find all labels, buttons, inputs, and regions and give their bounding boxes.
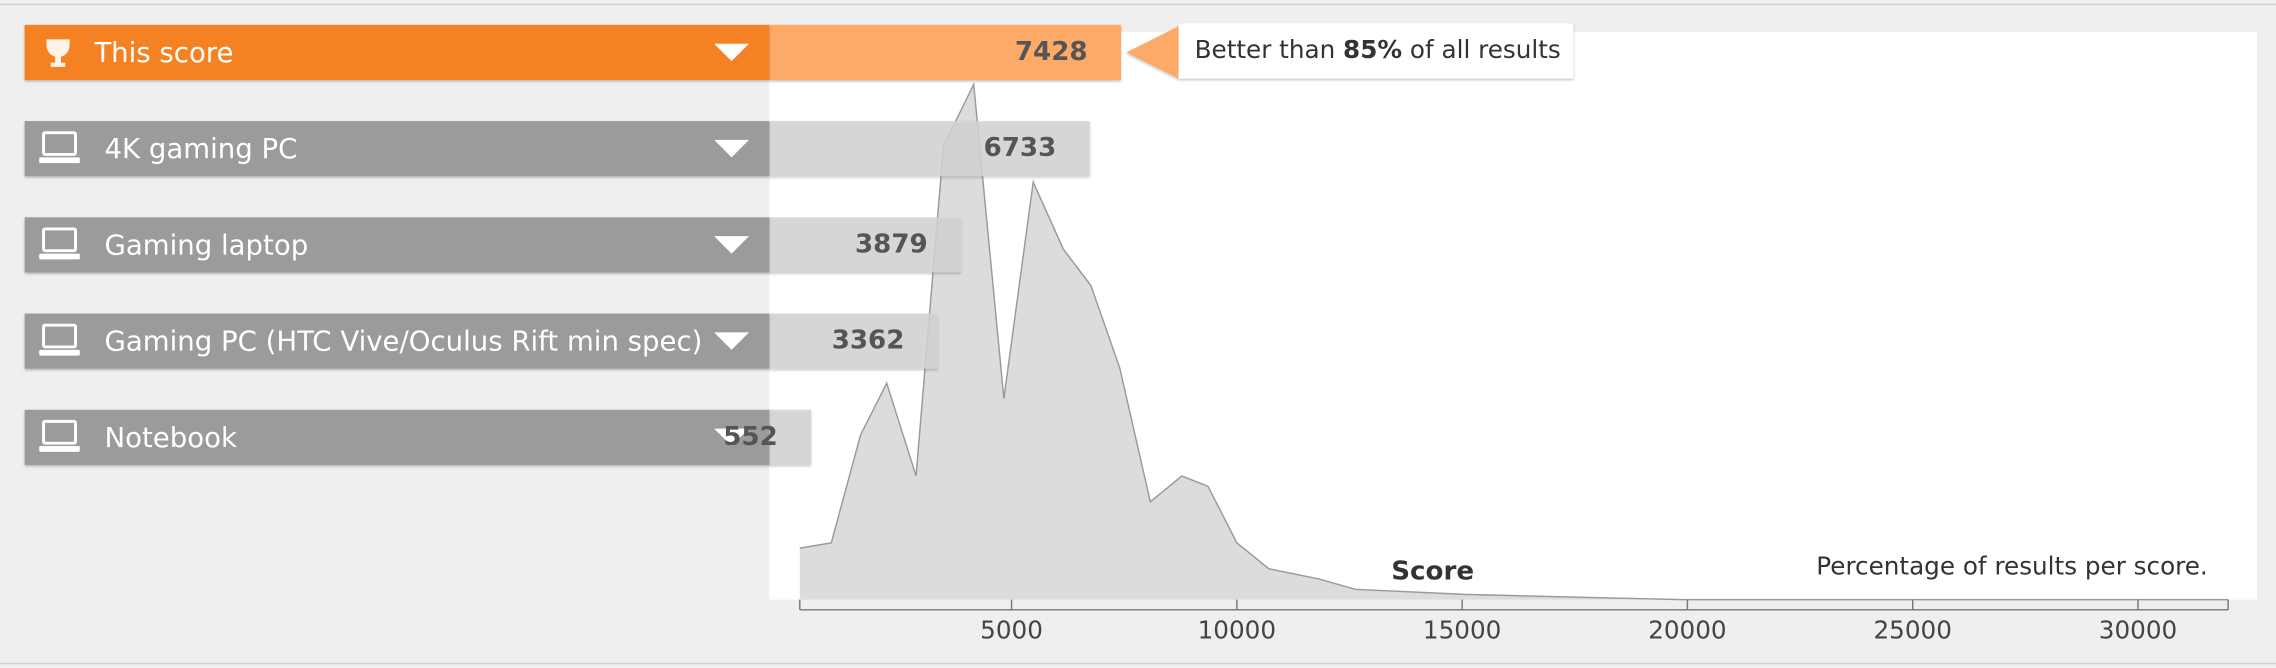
bar-label-box [24, 24, 770, 80]
bar-value [769, 217, 962, 273]
bar-label-box [24, 313, 770, 369]
device-icon [42, 131, 77, 156]
bar-value [769, 409, 812, 465]
bar-value-label: 3879 [855, 229, 928, 259]
x-axis-label: Score [1391, 557, 1474, 587]
x-tick-label: 15000 [1423, 616, 1501, 645]
bar-label-box [24, 121, 770, 177]
bar-value [769, 24, 1121, 80]
axis-layer: 5000 10000 15000 20000 25000 30000 [799, 599, 2229, 645]
distribution-fill [799, 84, 2229, 600]
dropdown-arrow[interactable] [714, 139, 749, 158]
device-icon-base [39, 253, 80, 260]
bar-category: This score [93, 36, 233, 69]
trophy-icon [46, 39, 70, 67]
x-tick-label: 25000 [1873, 616, 1951, 645]
bar-value [769, 121, 1090, 177]
device-icon-base [39, 446, 80, 452]
device-icon [42, 323, 77, 349]
callout-percent: 85% [1343, 35, 1402, 64]
bar-value-label: 7428 [1015, 37, 1088, 67]
area-layer [799, 81, 2229, 601]
callout-before: Better than [1195, 35, 1336, 64]
bar-label-box [24, 409, 770, 465]
dropdown-arrow[interactable] [714, 332, 749, 350]
dropdown-arrow[interactable] [714, 43, 749, 62]
callout-text: Better than 85% of all results [1195, 35, 1561, 64]
bar-value-label: 3362 [832, 326, 905, 356]
x-tick-label: 10000 [1198, 616, 1276, 645]
distribution-line [799, 81, 2229, 601]
bar-layer: This score 7428 4K gaming PC 6733 Gaming lap… [24, 24, 1121, 465]
device-icon [42, 419, 77, 445]
bar-category: Notebook [105, 421, 237, 454]
bar-category: 4K gaming PC [105, 132, 298, 165]
bar-category: Gaming laptop [105, 228, 309, 261]
bar-value-label: 552 [723, 422, 778, 452]
device-icon [42, 227, 77, 253]
y-axis-label: Percentage of results per score. [1816, 552, 2207, 581]
dropdown-arrow[interactable] [714, 236, 749, 254]
device-icon-base [39, 157, 80, 164]
bar-label-box [24, 217, 770, 273]
callout-arrow [1126, 26, 1179, 79]
callout [1126, 23, 1574, 79]
device-icon-base [39, 349, 80, 356]
bar-value [769, 313, 938, 369]
callout-box [1178, 23, 1574, 79]
x-tick-label: 5000 [980, 616, 1043, 645]
dropdown-arrow[interactable] [714, 428, 749, 447]
bar-value-label: 6733 [984, 133, 1057, 163]
x-tick-label: 20000 [1648, 616, 1726, 645]
x-tick-label: 30000 [2099, 616, 2177, 645]
bar-category: Gaming PC (HTC Vive/Oculus Rift min spec… [105, 325, 703, 358]
callout-after: of all results [1410, 35, 1561, 64]
